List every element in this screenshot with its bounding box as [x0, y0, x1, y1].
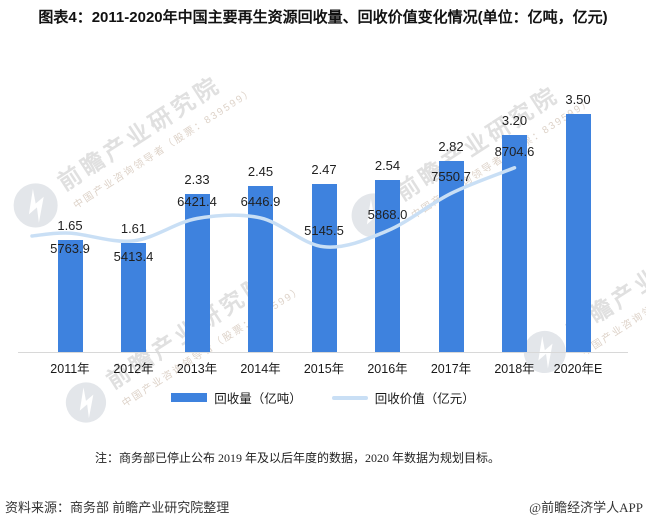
bar-swatch-icon [171, 393, 208, 402]
bar-value-label: 2.33 [184, 171, 210, 187]
line-value-label: 5868.0 [367, 206, 408, 222]
chart-note: 注：商务部已停止公布 2019 年及以后年度的数据，2020 年数据为规划目标。 [95, 451, 501, 465]
legend-label: 回收量（亿吨） [214, 392, 302, 406]
bar-value-label: 2.54 [374, 157, 401, 173]
bar-value-label: 3.50 [565, 92, 591, 108]
chart-title: 图表4：2011-2020年中国主要再生资源回收量、回收价值变化情况(单位：亿吨… [38, 9, 608, 26]
x-axis-line [18, 352, 628, 353]
line-value-label: 5413.4 [113, 248, 154, 264]
line-path [30, 166, 517, 249]
line-value-label: 6446.9 [240, 193, 281, 209]
bar-value-label: 1.65 [57, 218, 83, 234]
bar [311, 184, 337, 353]
legend-label: 回收价值（亿元） [374, 392, 475, 406]
footer: 资料来源：商务部 前瞻产业研究院整理 @前瞻经济学人APP [5, 497, 643, 516]
legend: 回收量（亿吨） 回收价值（亿元） [0, 388, 646, 407]
line-value-label: 7550.7 [431, 169, 471, 185]
line-value-label: 8704.6 [494, 143, 535, 159]
x-tick-label: 2016年 [367, 362, 408, 376]
bar [121, 243, 146, 353]
x-tick-label: 2018年 [494, 362, 535, 376]
x-tick-label: 2020年E [553, 362, 603, 376]
bar-value-label: 2.82 [438, 138, 464, 154]
bar [57, 240, 83, 353]
bar [248, 185, 273, 353]
bar-value-label: 1.61 [120, 221, 147, 237]
x-tick-label: 2011年 [50, 362, 90, 376]
bar-value-label: 2.47 [311, 162, 337, 178]
line-value-label: 6421.4 [177, 194, 217, 210]
bar-value-label: 2.45 [247, 163, 274, 179]
x-tick-label: 2013年 [176, 362, 218, 376]
bar [565, 114, 591, 353]
legend-item: 回收量（亿吨） [171, 388, 302, 407]
line-value-label: 5145.5 [304, 222, 344, 238]
bar-value-label: 3.20 [501, 112, 528, 128]
line-swatch-icon [331, 395, 368, 400]
x-tick-label: 2012年 [113, 362, 154, 376]
line-value-label: 5763.9 [50, 241, 90, 257]
x-tick-label: 2014年 [240, 362, 281, 376]
credit-text: @前瞻经济学人APP [529, 500, 643, 515]
legend-item: 回收价值（亿元） [331, 388, 475, 407]
x-tick-label: 2017年 [430, 362, 472, 376]
x-tick-label: 2015年 [303, 362, 345, 376]
source-text: 资料来源：商务部 前瞻产业研究院整理 [5, 500, 230, 515]
